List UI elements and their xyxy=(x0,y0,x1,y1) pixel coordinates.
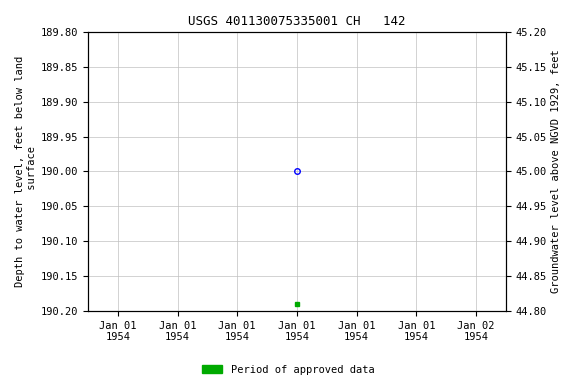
Title: USGS 401130075335001 CH   142: USGS 401130075335001 CH 142 xyxy=(188,15,406,28)
Y-axis label: Groundwater level above NGVD 1929, feet: Groundwater level above NGVD 1929, feet xyxy=(551,50,561,293)
Legend: Period of approved data: Period of approved data xyxy=(198,361,378,379)
Y-axis label: Depth to water level, feet below land
 surface: Depth to water level, feet below land su… xyxy=(15,56,37,287)
